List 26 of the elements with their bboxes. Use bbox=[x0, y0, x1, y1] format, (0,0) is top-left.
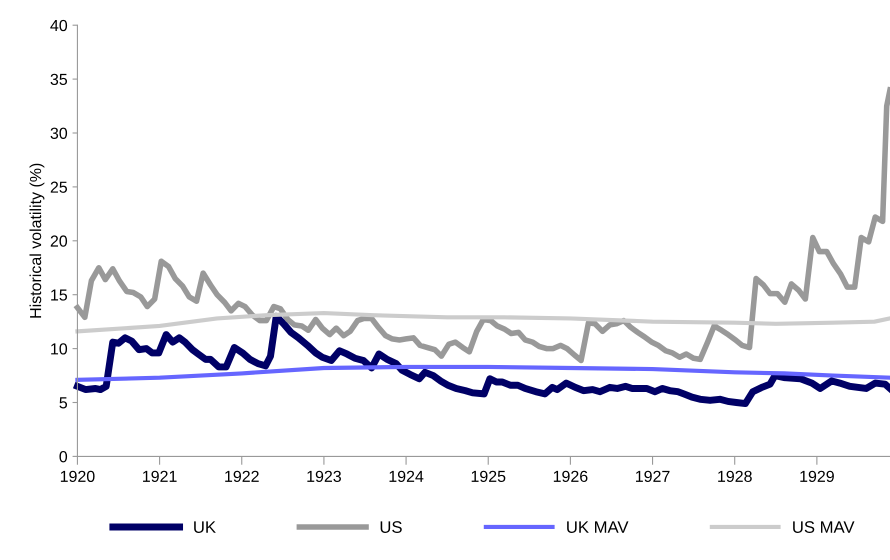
legend-label: US MAV bbox=[793, 521, 854, 533]
y-axis-title: Historical volatility (%) bbox=[30, 164, 44, 318]
legend-label: UK MAV bbox=[567, 521, 628, 533]
y-tick-label: 10 bbox=[51, 343, 68, 355]
x-tick-label: 1921 bbox=[143, 470, 177, 482]
x-tick-label: 1925 bbox=[472, 470, 506, 482]
x-tick-label: 1926 bbox=[554, 470, 588, 482]
line-series bbox=[75, 310, 890, 334]
legend-label: US bbox=[380, 521, 402, 533]
y-tick-label: 0 bbox=[59, 451, 68, 462]
x-tick-label: 1927 bbox=[636, 470, 670, 482]
y-tick-label: 15 bbox=[51, 290, 68, 301]
y-tick-label: 40 bbox=[50, 20, 68, 32]
x-tick-label: 1923 bbox=[307, 470, 341, 482]
x-tick-label: 1922 bbox=[225, 470, 259, 482]
line-series bbox=[75, 364, 890, 382]
y-tick-label: 25 bbox=[50, 182, 68, 193]
y-tick-label: 35 bbox=[50, 74, 68, 86]
x-tick-label: 1920 bbox=[60, 470, 95, 482]
legend-label: UK bbox=[194, 521, 216, 533]
x-tick-label: 1924 bbox=[390, 470, 424, 482]
x-tick-label: 1929 bbox=[800, 470, 834, 482]
y-tick-label: 20 bbox=[50, 235, 68, 247]
y-tick-label: 5 bbox=[59, 397, 68, 408]
x-tick-label: 1928 bbox=[718, 470, 752, 482]
y-tick-label: 30 bbox=[50, 128, 68, 139]
